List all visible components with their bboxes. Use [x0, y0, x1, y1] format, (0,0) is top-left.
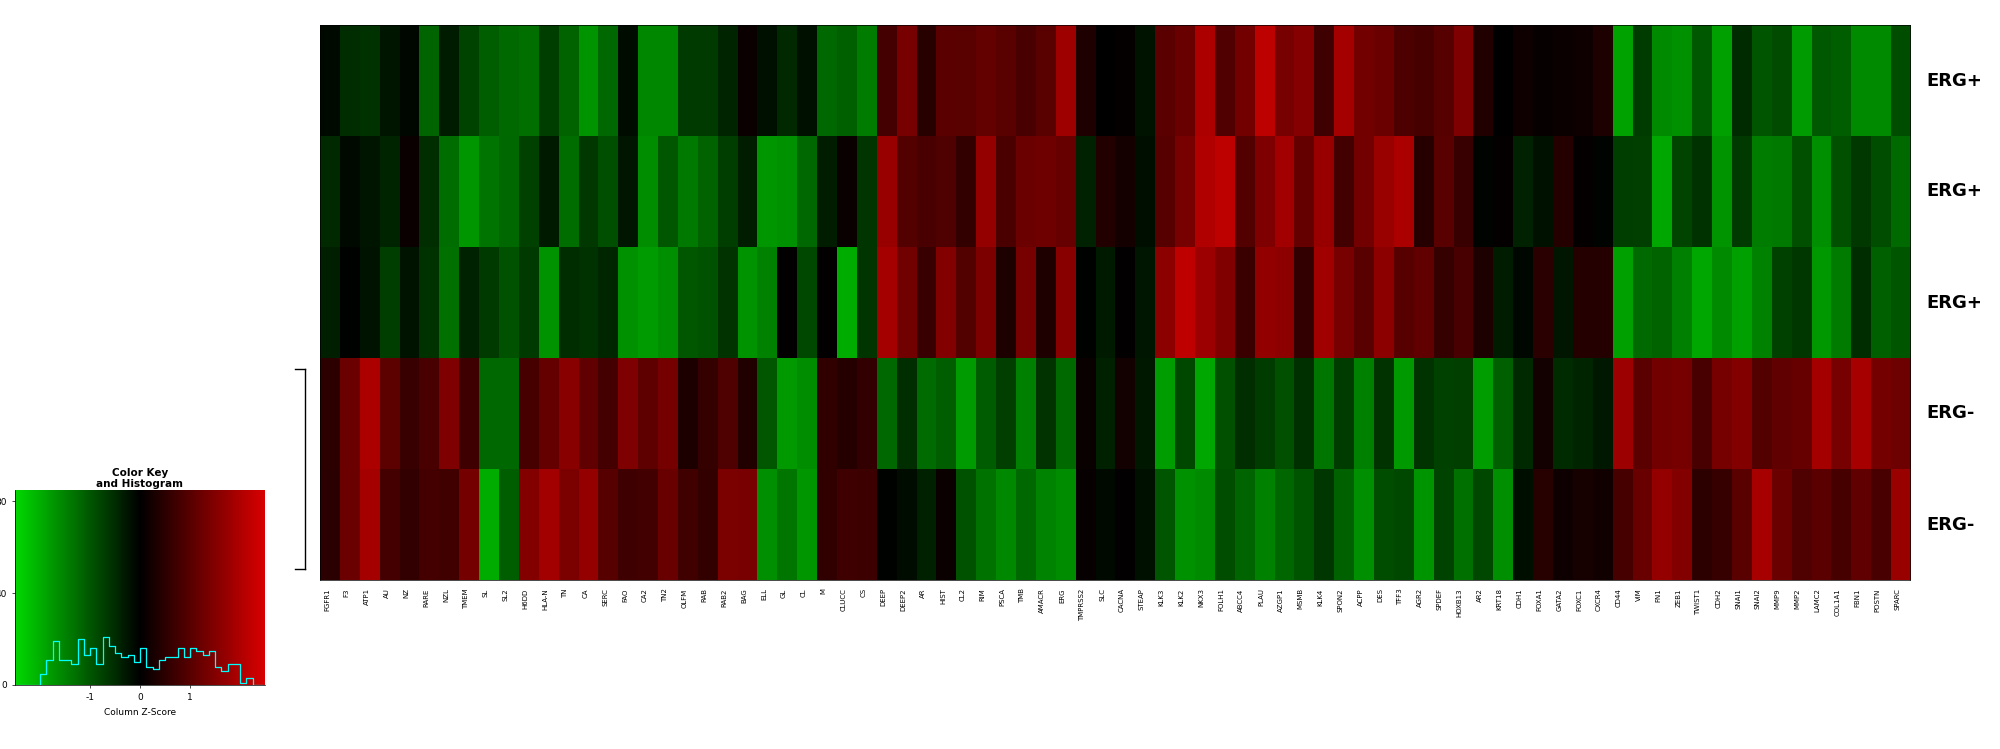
Text: SNAI2: SNAI2 [1754, 588, 1760, 609]
Text: PSCA: PSCA [1000, 588, 1006, 606]
Text: AMACR: AMACR [1040, 588, 1046, 613]
Text: TMB: TMB [1020, 588, 1026, 603]
Text: TMEM: TMEM [464, 588, 470, 609]
Text: FOXC1: FOXC1 [1576, 588, 1582, 610]
Text: PLAU: PLAU [1258, 588, 1264, 606]
Text: RAB2: RAB2 [722, 588, 728, 607]
Text: TN: TN [562, 588, 568, 598]
Text: SNAI1: SNAI1 [1736, 588, 1742, 609]
Text: SERC: SERC [602, 588, 608, 606]
Title: Color Key
and Histogram: Color Key and Histogram [96, 467, 184, 489]
Text: ERG+: ERG+ [1926, 294, 1982, 312]
Text: M: M [820, 588, 826, 594]
Text: MMP2: MMP2 [1794, 588, 1800, 609]
Text: ACPP: ACPP [1358, 588, 1364, 606]
Text: POSTN: POSTN [1874, 588, 1880, 612]
Text: ERG-: ERG- [1926, 404, 1974, 422]
Text: KRT18: KRT18 [1496, 588, 1502, 610]
Text: GL: GL [782, 588, 788, 598]
Text: H6DD: H6DD [522, 588, 528, 608]
Text: ERG+: ERG+ [1926, 183, 1982, 201]
Text: KLK3: KLK3 [1158, 588, 1164, 606]
Text: GATA2: GATA2 [1556, 588, 1562, 610]
Text: ZEB1: ZEB1 [1676, 588, 1682, 607]
Text: F3: F3 [344, 588, 350, 597]
Text: ERG+: ERG+ [1926, 71, 1982, 89]
Text: MMP9: MMP9 [1774, 588, 1780, 609]
X-axis label: Column Z-Score: Column Z-Score [104, 708, 176, 717]
Text: ELL: ELL [762, 588, 768, 601]
Text: CS: CS [860, 588, 866, 598]
Text: TWIST1: TWIST1 [1696, 588, 1702, 614]
Text: TFF3: TFF3 [1398, 588, 1404, 605]
Text: FOLH1: FOLH1 [1218, 588, 1224, 611]
Text: CL: CL [800, 588, 806, 597]
Text: MSMB: MSMB [1298, 588, 1304, 610]
Text: SPARC: SPARC [1894, 588, 1900, 610]
Text: SL2: SL2 [502, 588, 508, 601]
Text: HIST: HIST [940, 588, 946, 604]
Text: CACNA: CACNA [1118, 588, 1124, 613]
Text: VIM: VIM [1636, 588, 1642, 601]
Text: FGFR1: FGFR1 [324, 588, 330, 611]
Text: KLK4: KLK4 [1318, 588, 1324, 605]
Text: CDH2: CDH2 [1716, 588, 1722, 608]
Text: BAG: BAG [742, 588, 748, 603]
Text: RAB: RAB [702, 588, 708, 602]
Text: DEEP: DEEP [880, 588, 886, 607]
Text: TN2: TN2 [662, 588, 668, 602]
Text: COL1A1: COL1A1 [1834, 588, 1840, 616]
Text: CL2: CL2 [960, 588, 966, 601]
Text: ABCC4: ABCC4 [1238, 588, 1244, 611]
Text: NZ: NZ [404, 588, 410, 598]
Text: FAO: FAO [622, 588, 628, 601]
Text: HLA-N: HLA-N [542, 588, 548, 610]
Text: RARE: RARE [424, 588, 430, 607]
Text: SLC: SLC [1100, 588, 1106, 601]
Text: AR: AR [920, 588, 926, 598]
Text: ATP1: ATP1 [364, 588, 370, 605]
Text: LAMC2: LAMC2 [1814, 588, 1820, 612]
Text: ERG: ERG [1060, 588, 1066, 603]
Text: SPDEF: SPDEF [1436, 588, 1442, 610]
Text: CA2: CA2 [642, 588, 648, 602]
Text: RIM: RIM [980, 588, 986, 601]
Text: ERG-: ERG- [1926, 515, 1974, 533]
Text: AU: AU [384, 588, 390, 598]
Text: OLFM: OLFM [682, 588, 688, 607]
Text: CD44: CD44 [1616, 588, 1622, 607]
Text: FOXA1: FOXA1 [1536, 588, 1542, 611]
Text: HOXB13: HOXB13 [1456, 588, 1462, 617]
Text: AR2: AR2 [1476, 588, 1482, 602]
Text: FBN1: FBN1 [1854, 588, 1860, 607]
Text: CXCR4: CXCR4 [1596, 588, 1602, 611]
Text: NKX3: NKX3 [1198, 588, 1204, 607]
Text: SPON2: SPON2 [1338, 588, 1344, 612]
Text: TMPRSS2: TMPRSS2 [1080, 588, 1086, 620]
Text: FN1: FN1 [1656, 588, 1662, 602]
Text: CLUCC: CLUCC [840, 588, 846, 611]
Text: AZGP1: AZGP1 [1278, 588, 1284, 612]
Text: CDH1: CDH1 [1516, 588, 1522, 608]
Text: CA: CA [582, 588, 588, 598]
Text: KLK2: KLK2 [1178, 588, 1184, 605]
Text: DEEP2: DEEP2 [900, 588, 906, 610]
Text: STEAP: STEAP [1138, 588, 1144, 610]
Text: DES: DES [1378, 588, 1384, 602]
Text: SL: SL [482, 588, 488, 596]
Text: NZL: NZL [444, 588, 450, 602]
Text: AGR2: AGR2 [1418, 588, 1424, 607]
